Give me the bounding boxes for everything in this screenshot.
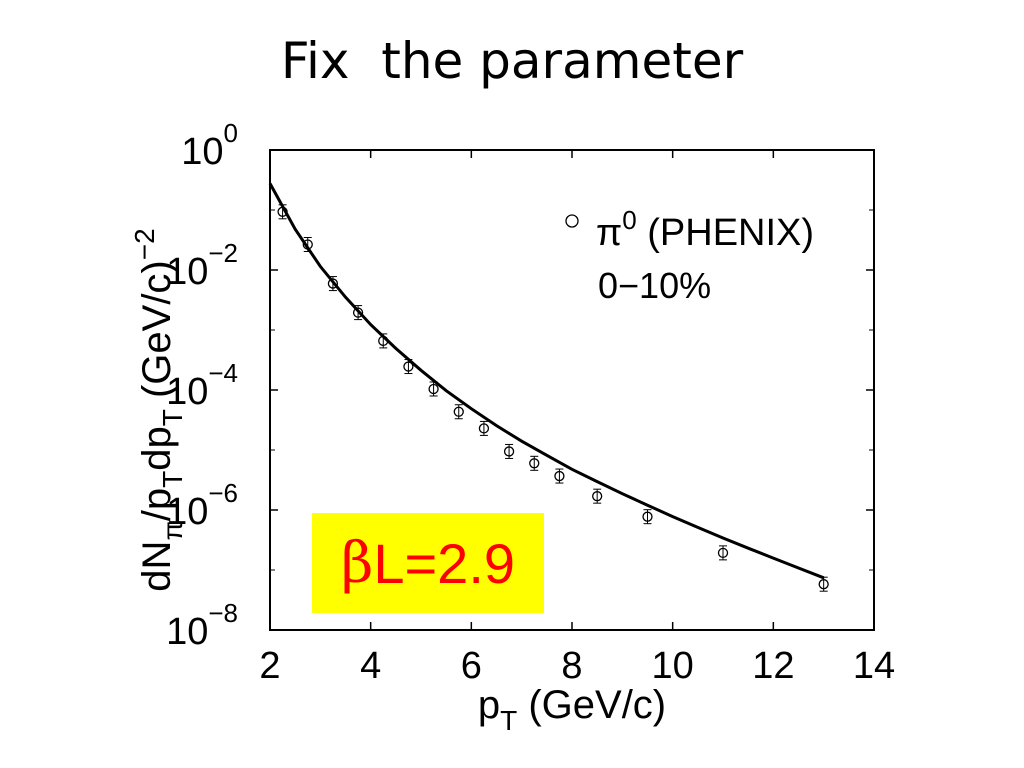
- y-tick-label: 10−8: [166, 598, 238, 653]
- data-point: [403, 361, 414, 372]
- y-tick-label: 100: [181, 118, 238, 173]
- data-point: [503, 446, 515, 457]
- data-point: [302, 239, 313, 250]
- parameter-highlight-box: β L=2.9: [312, 513, 544, 613]
- x-tick-label: 4: [360, 645, 381, 687]
- legend-line2: 0−10%: [598, 265, 711, 306]
- data-point: [529, 458, 540, 469]
- data-point: [428, 383, 439, 395]
- x-tick-label: 2: [259, 645, 280, 687]
- legend-marker: [565, 214, 579, 228]
- data-point: [378, 335, 389, 347]
- data-points-layer: [277, 204, 829, 592]
- x-tick-label: 14: [853, 645, 895, 687]
- legend: π0 (PHENIX) 0−10%: [565, 205, 814, 306]
- data-point: [478, 423, 490, 434]
- x-axis-ticks: 2 4 6 8 10 12 14: [259, 150, 895, 687]
- parameter-value-text: L=2.9: [373, 531, 516, 595]
- x-tick-label: 12: [752, 645, 794, 687]
- x-tick-label: 10: [652, 645, 694, 687]
- y-tick-label: 10−2: [166, 238, 238, 293]
- slide-title: Fix the parameter: [280, 32, 744, 90]
- svg-text:dNπ/pTdpT (GeV/c)−2: dNπ/pTdpT (GeV/c)−2: [129, 228, 188, 591]
- y-tick-label: 10−4: [166, 358, 238, 413]
- data-point: [642, 511, 653, 522]
- y-tick-label: 10−6: [166, 478, 238, 533]
- legend-entry: π0 (PHENIX): [596, 205, 814, 254]
- data-point: [352, 307, 364, 318]
- x-tick-label: 6: [461, 645, 482, 687]
- y-axis-ticks: 100 10−2 10−4 10−6 10−8: [166, 118, 874, 653]
- data-point: [277, 206, 288, 217]
- data-point: [327, 278, 339, 289]
- data-point: [717, 547, 729, 559]
- data-point: [818, 579, 829, 590]
- x-tick-label: 8: [561, 645, 582, 687]
- data-point: [453, 406, 464, 417]
- data-point: [592, 491, 603, 502]
- x-axis-title: pT (GeV/c): [478, 683, 666, 736]
- beta-symbol: β: [340, 530, 374, 596]
- y-axis-title: dNπ/pTdpT (GeV/c)−2: [129, 228, 188, 591]
- data-point: [554, 470, 565, 482]
